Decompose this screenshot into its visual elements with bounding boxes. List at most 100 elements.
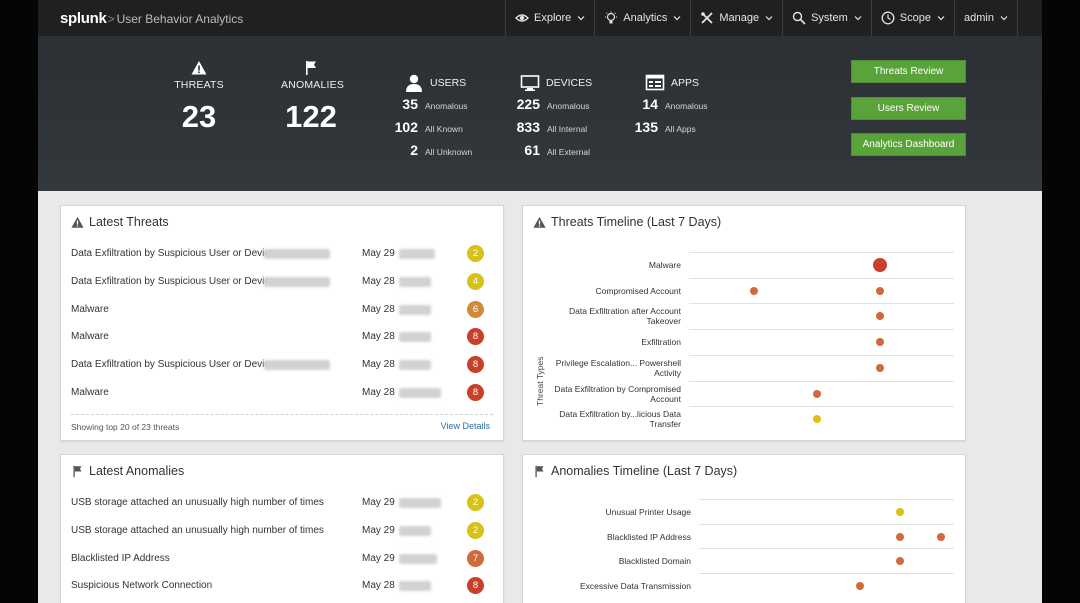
label-line: Account <box>650 393 681 404</box>
list-item[interactable]: Data Exfiltration by Suspicious User or … <box>71 245 493 263</box>
list-item[interactable]: Data Exfiltration by Suspicious User or … <box>71 356 493 374</box>
timeline-event-dot[interactable] <box>813 415 821 424</box>
apps-row-all[interactable]: 135 All Apps <box>628 119 708 142</box>
timeline-event-dot[interactable] <box>873 258 887 272</box>
threats-timeline-header: Threats Timeline (Last 7 Days) <box>533 215 721 229</box>
nav-scope-label: Scope <box>899 12 931 24</box>
latest-threats-panel: Latest Threats Data Exfiltration by Susp… <box>60 205 504 441</box>
nav-scope[interactable]: Scope <box>870 0 954 36</box>
threats-review-button[interactable]: Threats Review <box>851 60 966 83</box>
lightbulb-icon <box>604 11 618 25</box>
item-date: May 29 <box>362 248 395 259</box>
item-date: May 28 <box>362 275 395 287</box>
label-line: Blacklisted IP Address <box>607 531 691 542</box>
nav-menu: Explore Analytics Manage <box>505 0 1018 36</box>
list-item[interactable]: Malware May 28 8 <box>71 328 493 346</box>
timeline-event-dot[interactable] <box>876 338 884 347</box>
apps-row-anomalous[interactable]: 14 Anomalous <box>628 96 708 119</box>
list-item[interactable]: Suspicious Network Connection May 28 8 <box>71 577 493 595</box>
severity-badge: 8 <box>467 328 484 346</box>
nav-analytics[interactable]: Analytics <box>594 0 690 36</box>
label-line: Data Exfiltration after Account <box>569 306 681 317</box>
label-line: Takeover <box>646 316 682 327</box>
nav-explore[interactable]: Explore <box>505 0 594 36</box>
severity-badge: 2 <box>467 521 484 539</box>
devices-internal-count: 833 <box>516 119 540 135</box>
apps-icon <box>645 73 665 93</box>
label-line: Privilege Escalation... Powershell <box>555 357 681 368</box>
threats-stat[interactable]: THREATS 23 <box>174 60 224 135</box>
list-item[interactable]: USB storage attached an unusually high n… <box>71 521 493 540</box>
anomalies-stat[interactable]: ANOMALIES 122 <box>281 60 344 135</box>
nav-admin[interactable]: admin <box>953 0 1018 36</box>
list-item[interactable]: Malware May 28 8 <box>71 384 493 402</box>
chevron-down-icon <box>1000 14 1008 22</box>
view-details-link[interactable]: View Details <box>440 421 490 431</box>
devices-row-internal[interactable]: 833 All Internal <box>510 119 592 142</box>
users-row-anomalous[interactable]: 35 Anomalous <box>388 96 472 119</box>
apps-header[interactable]: APPS <box>645 72 708 94</box>
users-anomalous-label: Anomalous <box>425 101 468 111</box>
user-icon <box>404 73 424 93</box>
devices-header[interactable]: DEVICES <box>520 72 592 94</box>
redacted-user <box>399 553 437 564</box>
item-name: USB storage attached an unusually high n… <box>71 497 324 508</box>
item-date: May 29 <box>362 497 395 508</box>
list-item[interactable]: Malware May 28 6 <box>71 300 493 319</box>
timeline-event-dot[interactable] <box>896 532 904 541</box>
label-line: Excessive Data Transmission <box>579 580 691 591</box>
devices-row-anomalous[interactable]: 225 Anomalous <box>510 96 592 119</box>
apps-anomalous-count: 14 <box>642 96 658 112</box>
users-row-known[interactable]: 102 All Known <box>388 119 472 142</box>
item-name: Data Exfiltration by Suspicious User or … <box>71 248 275 259</box>
label-line: Unusual Printer Usage <box>605 507 691 517</box>
timeline-row-label: Blacklisted Domain <box>541 556 691 566</box>
item-name: Suspicious Network Connection <box>71 580 213 592</box>
redacted-user <box>399 581 431 592</box>
timeline-row-label: Compromised Account <box>531 286 681 296</box>
item-name: Malware <box>71 303 109 315</box>
nav-admin-label: admin <box>963 12 994 24</box>
timeline-event-dot[interactable] <box>876 363 884 372</box>
grid-line <box>699 548 954 549</box>
brand[interactable]: splunk > User Behavior Analytics <box>38 10 243 27</box>
devices-anomalous-count: 225 <box>516 96 540 112</box>
item-name: Malware <box>71 331 109 343</box>
list-item[interactable]: Data Exfiltration by Suspicious User or … <box>71 272 493 291</box>
list-item[interactable]: Blacklisted IP Address May 29 7 <box>71 549 493 568</box>
users-review-button[interactable]: Users Review <box>851 97 966 120</box>
analytics-dashboard-button[interactable]: Analytics Dashboard <box>851 133 966 156</box>
timeline-event-dot[interactable] <box>813 389 821 398</box>
timeline-event-dot[interactable] <box>750 286 758 295</box>
timeline-event-dot[interactable] <box>856 581 864 590</box>
timeline-event-dot[interactable] <box>896 557 904 565</box>
severity-badge: 8 <box>467 384 484 401</box>
timeline-row: Compromised Account <box>523 277 964 317</box>
timeline-event-dot[interactable] <box>876 286 884 295</box>
timeline-row-label: Unusual Printer Usage <box>541 507 691 517</box>
item-date: May 28 <box>362 303 395 315</box>
devices-label: DEVICES <box>546 77 593 89</box>
item-name: Blacklisted IP Address <box>71 552 170 564</box>
timeline-row-label: Data Exfiltration after Account Takeover <box>531 306 681 326</box>
apps-anomalous-label: Anomalous <box>665 101 708 111</box>
chevron-down-icon <box>673 14 681 22</box>
label-line: Compromised Account <box>595 285 681 296</box>
redacted-entity <box>264 276 330 287</box>
users-header[interactable]: USERS <box>404 72 472 94</box>
latest-threats-title: Latest Threats <box>89 215 169 229</box>
item-date: May 29 <box>362 524 395 536</box>
redacted-user <box>399 388 441 398</box>
nav-manage[interactable]: Manage <box>690 0 782 36</box>
grid-line <box>689 380 954 382</box>
devices-row-external[interactable]: 61 All External <box>510 142 592 165</box>
timeline-event-dot[interactable] <box>876 312 884 321</box>
list-item[interactable]: USB storage attached an unusually high n… <box>71 494 493 512</box>
grid-line <box>689 252 954 253</box>
nav-system[interactable]: System <box>782 0 871 36</box>
label-line: Data Exfiltration by...licious Data <box>559 409 681 420</box>
timeline-event-dot[interactable] <box>896 508 904 516</box>
users-row-unknown[interactable]: 2 All Unknown <box>388 142 472 165</box>
nav-system-label: System <box>811 12 848 24</box>
timeline-event-dot[interactable] <box>937 532 945 541</box>
